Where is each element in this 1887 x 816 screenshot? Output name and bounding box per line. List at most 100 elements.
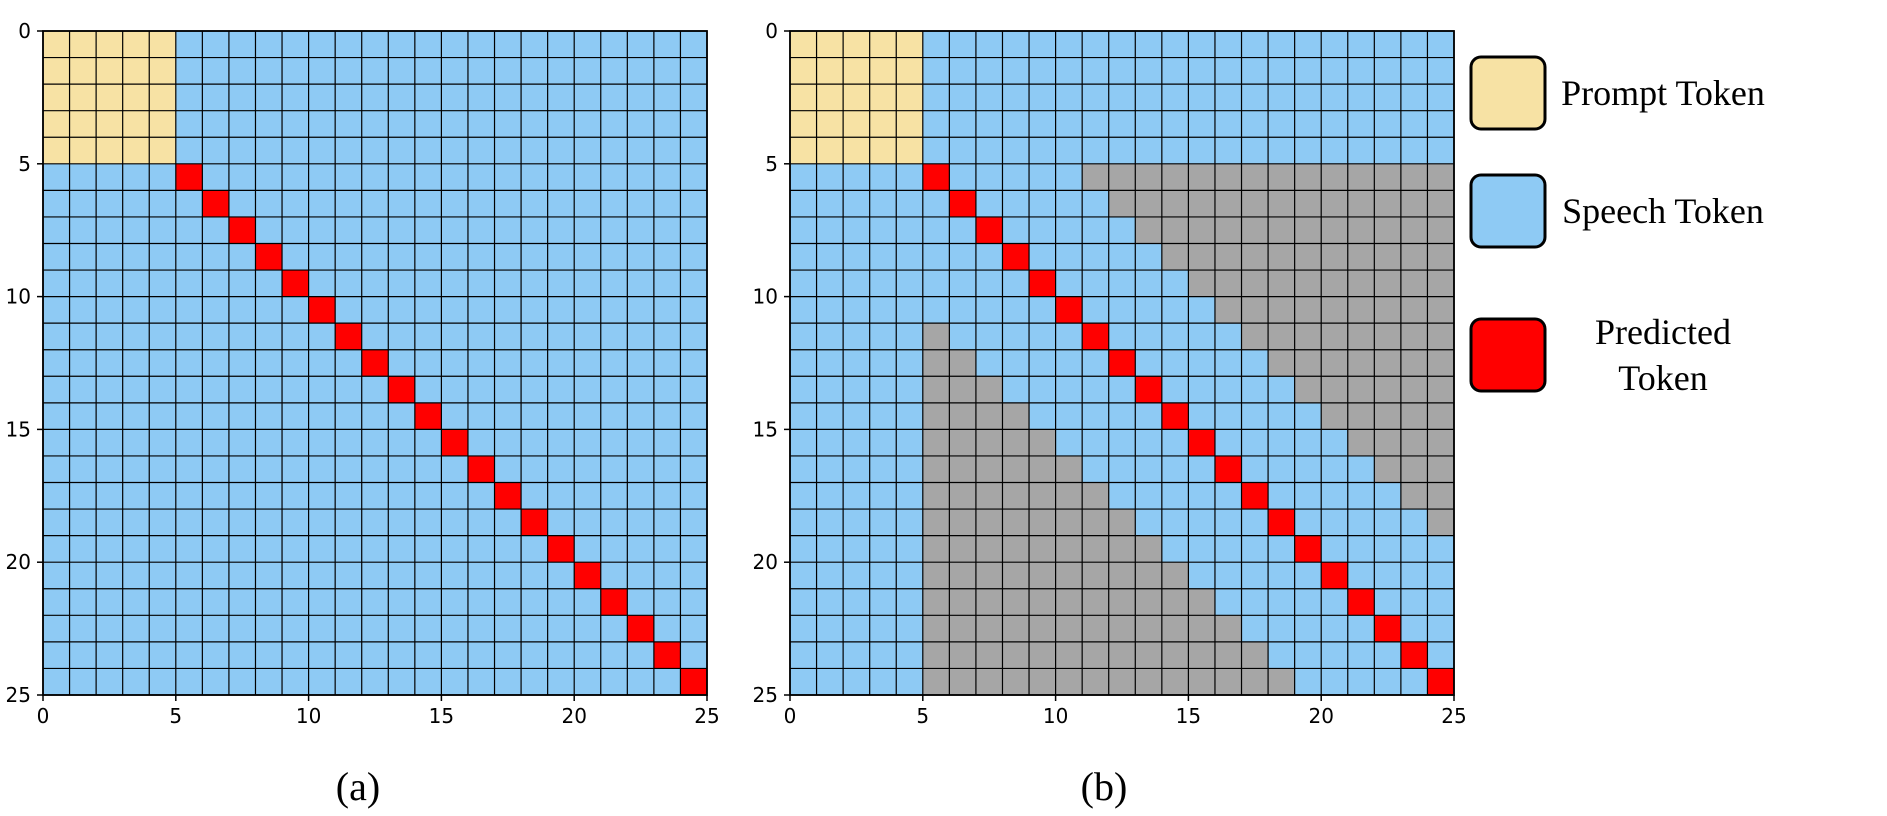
cell-speech	[441, 323, 469, 351]
cell-masked	[1427, 429, 1455, 457]
cell-speech	[896, 641, 924, 669]
cell-speech	[308, 84, 336, 112]
cell-speech	[574, 216, 602, 244]
cell-speech	[96, 376, 124, 404]
cell-speech	[335, 349, 363, 377]
cell-masked	[1347, 402, 1375, 430]
cell-masked	[1321, 349, 1349, 377]
cell-speech	[335, 429, 363, 457]
cell-speech	[282, 562, 309, 590]
cell-predicted	[574, 562, 602, 590]
cell-masked	[1188, 668, 1216, 696]
cell-speech	[361, 137, 389, 165]
cell-masked	[1002, 615, 1030, 643]
cell-predicted	[1374, 615, 1402, 643]
cell-speech	[680, 31, 708, 58]
cell-speech	[896, 270, 924, 297]
cell-speech	[816, 349, 844, 377]
cell-masked	[975, 588, 1003, 616]
cell-speech	[1427, 562, 1455, 590]
cell-speech	[816, 216, 844, 244]
cell-speech	[843, 588, 871, 616]
cell-speech	[96, 323, 124, 351]
cell-speech	[922, 270, 950, 297]
cell-masked	[1029, 588, 1056, 616]
cell-masked	[1029, 535, 1056, 563]
cell-masked	[1029, 562, 1056, 590]
cell-speech	[627, 190, 655, 218]
cell-masked	[1321, 376, 1349, 404]
cell-speech	[467, 615, 495, 643]
cell-masked	[1002, 455, 1030, 483]
cell-speech	[600, 323, 628, 351]
cell-predicted	[680, 668, 708, 696]
cell-speech	[414, 296, 442, 324]
cell-masked	[1400, 270, 1428, 297]
cell-speech	[896, 163, 924, 191]
cell-speech	[1188, 562, 1216, 590]
cell-speech	[790, 615, 817, 643]
cell-speech	[388, 323, 416, 351]
cell-speech	[949, 216, 977, 244]
cell-speech	[627, 588, 655, 616]
cell-prompt	[896, 84, 924, 112]
cell-speech	[308, 641, 336, 669]
cell-masked	[1188, 216, 1216, 244]
cell-masked	[1268, 668, 1296, 696]
cell-speech	[896, 482, 924, 510]
cell-speech	[1161, 57, 1189, 85]
cell-speech	[175, 588, 203, 616]
cell-speech	[255, 349, 283, 377]
cell-speech	[441, 376, 469, 404]
cell-speech	[308, 429, 336, 457]
cell-speech	[335, 668, 363, 696]
cell-speech	[790, 641, 817, 669]
cell-speech	[282, 31, 309, 58]
cell-speech	[869, 323, 897, 351]
cell-speech	[653, 190, 681, 218]
cell-speech	[600, 535, 628, 563]
cell-speech	[653, 455, 681, 483]
cell-speech	[869, 562, 897, 590]
cell-speech	[441, 296, 469, 324]
cell-speech	[441, 31, 469, 58]
cell-masked	[1214, 615, 1242, 643]
cell-speech	[896, 323, 924, 351]
cell-speech	[869, 349, 897, 377]
cell-masked	[975, 455, 1003, 483]
cell-speech	[494, 535, 522, 563]
cell-speech	[335, 137, 363, 165]
cell-prompt	[869, 84, 897, 112]
y-tick-label: 15	[753, 417, 778, 441]
cell-speech	[816, 402, 844, 430]
cell-speech	[816, 296, 844, 324]
cell-prompt	[122, 137, 150, 165]
cell-speech	[949, 110, 977, 138]
cell-speech	[202, 84, 230, 112]
cell-masked	[1321, 270, 1349, 297]
cell-speech	[69, 535, 97, 563]
cell-speech	[949, 243, 977, 271]
cell-masked	[1002, 509, 1030, 537]
cell-speech	[43, 429, 70, 457]
cell-speech	[441, 270, 469, 297]
cell-masked	[975, 376, 1003, 404]
cell-prompt	[816, 137, 844, 165]
cell-speech	[335, 535, 363, 563]
cell-masked	[1108, 588, 1136, 616]
cell-speech	[414, 455, 442, 483]
cell-masked	[949, 588, 977, 616]
cell-speech	[1268, 84, 1296, 112]
cell-speech	[1241, 376, 1269, 404]
cell-speech	[122, 588, 150, 616]
cell-masked	[1135, 615, 1163, 643]
cell-speech	[494, 323, 522, 351]
cell-speech	[1347, 641, 1375, 669]
cell-speech	[1214, 562, 1242, 590]
cell-masked	[1294, 349, 1322, 377]
cell-speech	[149, 376, 177, 404]
cell-masked	[975, 482, 1003, 510]
cell-speech	[228, 163, 256, 191]
cell-masked	[1400, 429, 1428, 457]
